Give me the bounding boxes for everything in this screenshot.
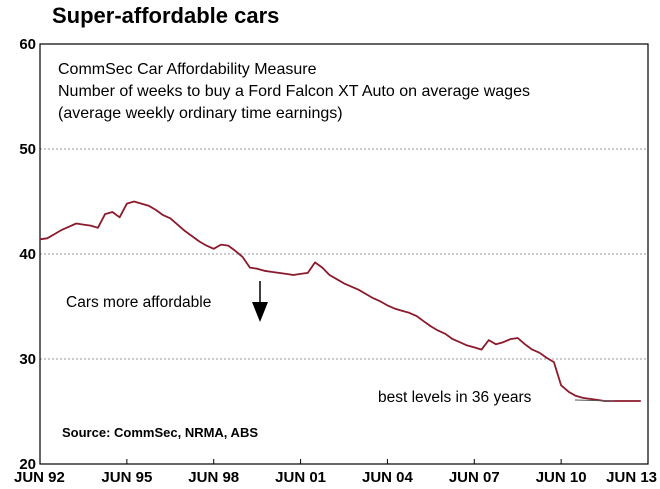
- down-arrow-icon: [252, 302, 268, 322]
- grid-lines: [40, 148, 648, 360]
- x-tick-label: JUN 10: [536, 469, 587, 486]
- y-tick-label: 30: [19, 351, 36, 368]
- annotation-best-levels: best levels in 36 years: [378, 389, 532, 406]
- x-tick-label: JUN 04: [362, 469, 414, 486]
- chart-title: Super-affordable cars: [52, 3, 279, 28]
- series-line: [39, 200, 641, 402]
- x-tick-label: JUN 92: [14, 469, 65, 486]
- x-tick-label: JUN 01: [275, 469, 326, 486]
- y-axis-ticks: 20 30 40 50 60: [19, 36, 36, 473]
- x-tick-label: JUN 07: [449, 469, 500, 486]
- plot-frame: [39, 43, 649, 465]
- annotation-cars-more-affordable: Cars more affordable: [66, 294, 211, 311]
- x-tick-label: JUN 95: [101, 469, 152, 486]
- subtitle-line-3: (average weekly ordinary time earnings): [58, 105, 343, 122]
- x-tick-label: JUN 98: [188, 469, 239, 486]
- x-axis-ticks: JUN 92 JUN 95 JUN 98 JUN 01 JUN 04 JUN 07 JUN …: [14, 459, 657, 486]
- y-tick-label: 40: [19, 246, 36, 263]
- subtitle-line-1: CommSec Car Affordability Measure: [58, 61, 317, 78]
- y-tick-label: 50: [19, 141, 36, 158]
- source-note: Source: CommSec, NRMA, ABS: [62, 425, 258, 440]
- annotation-best-levels-leader: [574, 399, 615, 402]
- subtitle-line-2: Number of weeks to buy a Ford Falcon XT …: [58, 83, 530, 100]
- y-tick-label: 60: [19, 36, 36, 53]
- y-tick-label: 20: [19, 456, 36, 473]
- x-tick-label: JUN 13: [606, 469, 657, 486]
